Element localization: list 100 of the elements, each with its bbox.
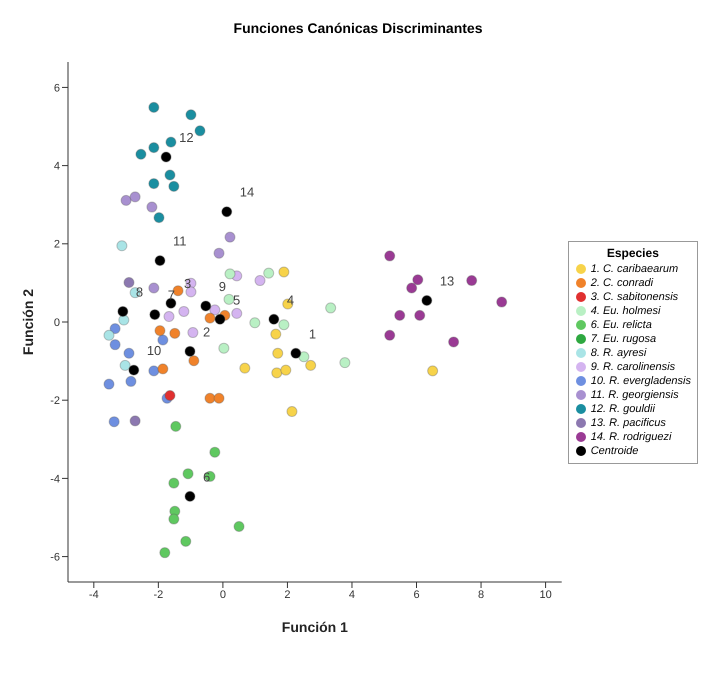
point [157, 363, 168, 374]
point [120, 360, 131, 371]
y-tick-label: 6 [54, 82, 60, 94]
point [325, 302, 336, 314]
point [170, 420, 182, 432]
point [204, 392, 216, 404]
point [184, 346, 196, 357]
annotation: 10 [146, 343, 162, 358]
point [160, 152, 172, 163]
point [168, 180, 180, 192]
point [218, 342, 230, 354]
point [214, 392, 225, 404]
point [231, 308, 242, 319]
x-tick-label: 2 [284, 588, 290, 601]
point [128, 364, 140, 376]
annotation: 1 [308, 326, 316, 342]
y-tick-label: -4 [50, 473, 60, 486]
point [172, 285, 184, 296]
point [268, 314, 280, 325]
point [148, 282, 160, 294]
point [180, 536, 192, 547]
point [110, 323, 121, 334]
x-tick-label: 0 [220, 588, 226, 601]
point [221, 206, 232, 218]
point [185, 109, 196, 120]
x-tick-label: 6 [413, 588, 420, 601]
point [165, 298, 176, 309]
point [178, 306, 190, 317]
point [200, 300, 212, 312]
point [271, 367, 282, 378]
legend-label: 12. R. gouldii [590, 402, 655, 414]
point [298, 351, 310, 362]
point [224, 268, 236, 280]
legend-label: 7. Eu. rugosa [590, 332, 656, 344]
point [286, 406, 298, 418]
point [154, 212, 164, 224]
legend-label: 6. Eu. relicta [590, 318, 652, 330]
point [110, 339, 121, 350]
annotation: 5 [232, 292, 240, 308]
point [149, 309, 160, 320]
annotation: 13 [440, 273, 454, 288]
point [125, 376, 136, 387]
point [168, 514, 180, 525]
y-tick-label: -6 [50, 551, 60, 564]
point [254, 275, 266, 286]
chart-title: Funciones Canónicas Discriminantes [232, 20, 484, 36]
point [116, 240, 128, 252]
legend-label: 9. R. carolinensis [590, 360, 676, 372]
point [154, 255, 166, 266]
point [182, 468, 194, 480]
point [272, 348, 284, 359]
point [184, 490, 196, 502]
point [278, 319, 290, 330]
point [290, 348, 302, 359]
point [209, 446, 220, 458]
point [108, 416, 120, 428]
legend-label: 4. Eu. holmesi [590, 304, 660, 316]
point [305, 360, 316, 371]
point [154, 325, 166, 336]
legend-title: Especies [606, 246, 660, 260]
point [120, 194, 132, 206]
point [135, 148, 146, 160]
point [234, 520, 245, 532]
point [130, 415, 141, 426]
y-tick-label: 2 [54, 238, 60, 251]
point [466, 275, 478, 286]
point [406, 282, 418, 294]
point [123, 277, 134, 288]
x-tick-label: -2 [153, 588, 164, 601]
x-axis-title: Función 1 [282, 618, 348, 635]
point [394, 310, 406, 321]
y-tick-label: 4 [54, 160, 60, 173]
point [214, 248, 225, 259]
point [159, 547, 170, 558]
point [412, 274, 424, 286]
legend-label: 3. C. sabitonensis [590, 290, 678, 302]
annotation: 9 [218, 278, 226, 294]
point [148, 178, 160, 190]
legend-label: 8. R. ayresi [590, 346, 646, 358]
legend-label: 11. R. georgiensis [590, 388, 679, 400]
legend-label: 2. C. conradi [590, 276, 654, 288]
point [168, 478, 180, 489]
y-axis-title: Función 2 [20, 288, 36, 356]
point [384, 330, 396, 341]
point [117, 306, 128, 317]
point [194, 125, 206, 136]
annotation: 8 [136, 284, 144, 300]
legend-label: Centroide [590, 444, 638, 456]
annotation: 12 [179, 130, 194, 146]
legend-label: 13. R. pacificus [590, 416, 666, 428]
point [214, 314, 226, 325]
point [427, 365, 438, 376]
annotation: 11 [172, 234, 186, 249]
point [148, 142, 160, 154]
point [414, 310, 426, 321]
point [187, 327, 198, 338]
point [103, 378, 114, 390]
point [146, 202, 158, 213]
x-tick-label: 10 [539, 588, 552, 601]
legend-label: 14. R. rodriguezi [590, 430, 672, 442]
